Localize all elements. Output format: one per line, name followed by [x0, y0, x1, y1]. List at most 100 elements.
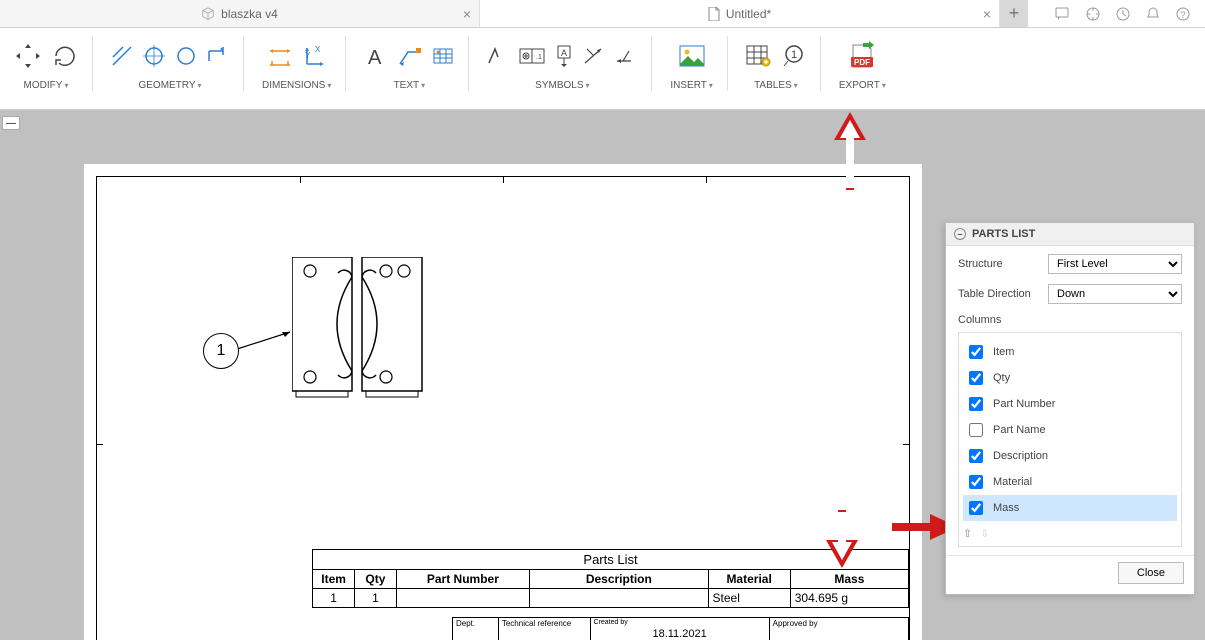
cube-icon: [201, 7, 215, 21]
checkbox[interactable]: [969, 475, 983, 489]
pdf-icon[interactable]: PDF: [847, 41, 877, 71]
toolbar-label: DIMENSIONS: [262, 80, 325, 91]
circle-icon[interactable]: [175, 45, 197, 67]
toolbar-group-tables: 1 TABLES: [740, 36, 821, 91]
structure-label: Structure: [958, 258, 1040, 270]
dimension-icon[interactable]: [267, 43, 293, 69]
columns-label: Columns: [958, 314, 1182, 326]
circle-center-icon[interactable]: [143, 45, 165, 67]
checkbox[interactable]: [969, 345, 983, 359]
column-item[interactable]: Description: [963, 443, 1177, 469]
extensions-icon[interactable]: [1085, 6, 1101, 22]
column-name: Part Name: [993, 424, 1046, 436]
panel-title: PARTS LIST: [972, 228, 1035, 240]
column-item[interactable]: Part Name: [963, 417, 1177, 443]
expand-browser-button[interactable]: —: [2, 116, 20, 130]
edge-ext-icon[interactable]: [207, 45, 229, 67]
col-header: Part Number: [396, 570, 529, 589]
toolbar-label: INSERT: [670, 80, 707, 91]
toolbar-group-geometry: GEOMETRY: [105, 36, 244, 91]
column-item[interactable]: Mass: [963, 495, 1177, 521]
col-header: Item: [313, 570, 355, 589]
toolbar-group-symbols: .1 A SYMBOLS: [481, 36, 652, 91]
toolbar-label: TEXT: [394, 80, 420, 91]
checkbox[interactable]: [969, 423, 983, 437]
surface-icon[interactable]: [487, 45, 509, 67]
drawing-sheet: 1 Parts List Item Qty Part Number Descri…: [84, 164, 922, 640]
comments-icon[interactable]: [1055, 6, 1071, 22]
table-header-row: Item Qty Part Number Description Materia…: [313, 570, 909, 589]
balloon-icon[interactable]: 1: [782, 44, 806, 68]
part-view: [292, 257, 432, 407]
tab-active-label: Untitled*: [726, 7, 771, 21]
checkbox[interactable]: [969, 449, 983, 463]
col-header: Mass: [790, 570, 908, 589]
text-icon[interactable]: A: [364, 44, 388, 68]
tab-close-icon[interactable]: ×: [983, 6, 991, 22]
tab-close-icon[interactable]: ×: [463, 6, 471, 22]
line-icon[interactable]: [111, 45, 133, 67]
move-icon[interactable]: [14, 42, 42, 70]
toolbar-group-dimensions: XY DIMENSIONS: [256, 36, 346, 91]
parts-list-table[interactable]: Parts List Item Qty Part Number Descript…: [312, 549, 909, 608]
toolbar-label: MODIFY: [24, 80, 63, 91]
tab-bar: blaszka v4 × Untitled* × + ?: [0, 0, 1205, 28]
column-name: Part Number: [993, 398, 1055, 410]
tb-created: Created by 18.11.2021: [590, 618, 769, 640]
column-name: Material: [993, 476, 1032, 488]
datum-icon[interactable]: A: [555, 45, 573, 67]
direction-label: Table Direction: [958, 288, 1040, 300]
collapse-icon[interactable]: –: [954, 228, 966, 240]
columns-list: Item Qty Part Number Part Name Descripti…: [958, 332, 1182, 547]
tb-approved: Approved by: [769, 618, 908, 640]
centermark-icon[interactable]: [583, 45, 605, 67]
column-item[interactable]: Material: [963, 469, 1177, 495]
column-item[interactable]: Part Number: [963, 391, 1177, 417]
toolbar-label: EXPORT: [839, 80, 880, 91]
weld-icon[interactable]: [615, 45, 637, 67]
panel-close-button[interactable]: Close: [1118, 562, 1184, 584]
cell-mass: 304.695 g: [790, 589, 908, 608]
help-icon[interactable]: ?: [1175, 6, 1191, 22]
balloon-callout[interactable]: 1: [203, 333, 239, 369]
move-down-icon[interactable]: ⇩: [980, 527, 989, 540]
table-icon[interactable]: [432, 45, 454, 67]
toolbar-label: SYMBOLS: [535, 80, 583, 91]
checkbox[interactable]: [969, 501, 983, 515]
column-item[interactable]: Qty: [963, 365, 1177, 391]
cell-partnum: [396, 589, 529, 608]
cell-qty: 1: [355, 589, 396, 608]
checkbox[interactable]: [969, 397, 983, 411]
checkbox[interactable]: [969, 371, 983, 385]
tab-inactive-label: blaszka v4: [221, 7, 278, 21]
tb-dept: Dept.: [453, 618, 499, 640]
cell-material: Steel: [708, 589, 790, 608]
sheet-border: 1 Parts List Item Qty Part Number Descri…: [96, 176, 910, 640]
rotate-icon[interactable]: [52, 43, 78, 69]
toolbar-group-insert: INSERT: [664, 36, 728, 91]
svg-text:A: A: [561, 48, 567, 58]
structure-select[interactable]: First Level: [1048, 254, 1182, 274]
toolbar-label: TABLES: [754, 80, 792, 91]
new-tab-button[interactable]: +: [1000, 0, 1028, 27]
tab-active[interactable]: Untitled* ×: [480, 0, 1000, 27]
leader-icon[interactable]: [398, 44, 422, 68]
ordinate-icon[interactable]: XY: [303, 44, 327, 68]
direction-select[interactable]: Down: [1048, 284, 1182, 304]
move-up-icon[interactable]: ⇧: [963, 527, 972, 540]
column-name: Mass: [993, 502, 1019, 514]
column-item[interactable]: Item: [963, 339, 1177, 365]
image-icon[interactable]: [678, 44, 706, 68]
panel-header[interactable]: – PARTS LIST: [946, 223, 1194, 246]
tables-icon[interactable]: [746, 44, 772, 68]
col-header: Qty: [355, 570, 396, 589]
column-name: Description: [993, 450, 1048, 462]
tab-inactive[interactable]: blaszka v4 ×: [0, 0, 480, 27]
title-block: Dept. Technical reference Created by 18.…: [452, 617, 909, 640]
document-icon: [708, 7, 720, 21]
table-row[interactable]: 1 1 Steel 304.695 g: [313, 589, 909, 608]
bell-icon[interactable]: [1145, 6, 1161, 22]
clock-icon[interactable]: [1115, 6, 1131, 22]
balloon-number: 1: [217, 342, 226, 360]
gdt-icon[interactable]: .1: [519, 46, 545, 66]
